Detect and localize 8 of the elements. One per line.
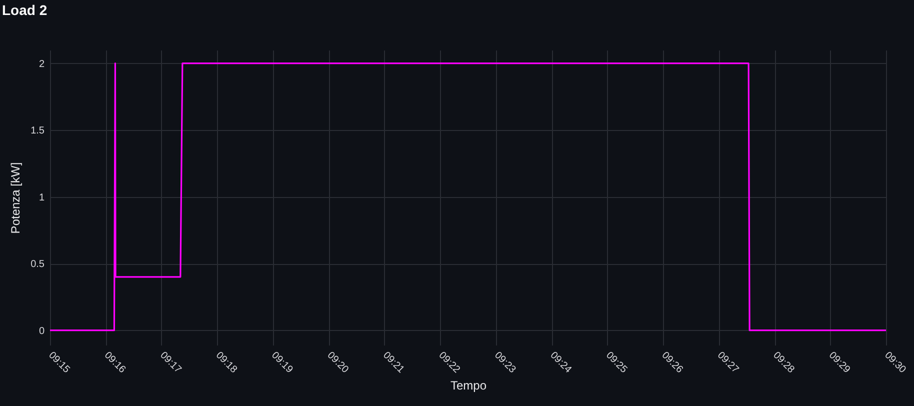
y-tick-label: 1 — [38, 192, 45, 204]
x-axis-title: Tempo — [450, 378, 487, 393]
y-tick-label: 0 — [38, 326, 45, 337]
y-tick-label: 1.5 — [30, 126, 45, 137]
y-tick-label: 2 — [38, 58, 45, 70]
chart-title: Load 2 — [2, 2, 48, 18]
y-axis-title: Potenza [kW] — [8, 162, 23, 234]
y-tick-label: 0.5 — [30, 259, 45, 270]
